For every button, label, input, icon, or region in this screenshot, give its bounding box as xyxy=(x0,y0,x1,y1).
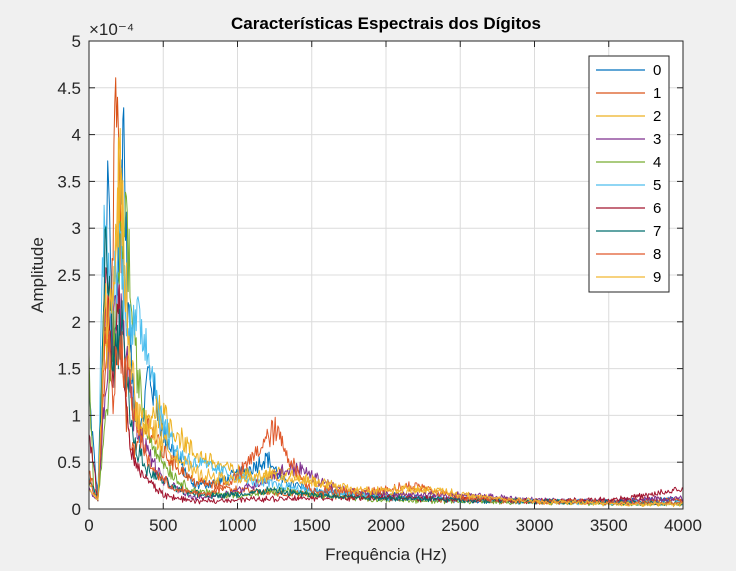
y-tick-label: 1.5 xyxy=(57,360,81,379)
chart-title: Características Espectrais dos Dígitos xyxy=(231,14,541,33)
x-tick-label: 0 xyxy=(84,516,93,535)
legend-label-1: 1 xyxy=(653,85,661,102)
tick-marks xyxy=(88,40,684,510)
y-exponent-label: ×10⁻⁴ xyxy=(89,20,134,39)
legend-label-2: 2 xyxy=(653,108,661,125)
x-tick-label: 1500 xyxy=(293,516,331,535)
x-axis-label: Frequência (Hz) xyxy=(325,545,447,564)
y-tick-label: 3 xyxy=(72,219,81,238)
y-tick-label: 2 xyxy=(72,313,81,332)
y-tick-label: 0 xyxy=(72,500,81,519)
series-line-7 xyxy=(88,226,683,507)
x-tick-label: 500 xyxy=(149,516,177,535)
legend-box xyxy=(588,55,670,293)
legend: 0 1 2 3 4 5 6 7 8 9 xyxy=(588,55,670,293)
y-tick-label: 2.5 xyxy=(57,266,81,285)
x-tick-labels: 0 500 1000 1500 2000 2500 3000 3500 4000 xyxy=(84,516,702,535)
y-tick-labels: 0 0.5 1 1.5 2 2.5 3 3.5 4 4.5 5 xyxy=(57,32,81,519)
y-tick-label: 0.5 xyxy=(57,453,81,472)
legend-label-7: 7 xyxy=(653,223,661,240)
y-tick-label: 5 xyxy=(72,32,81,51)
legend-label-6: 6 xyxy=(653,200,661,217)
y-tick-label: 4.5 xyxy=(57,79,81,98)
x-tick-label: 2500 xyxy=(441,516,479,535)
legend-label-0: 0 xyxy=(653,62,661,79)
x-tick-label: 3000 xyxy=(516,516,554,535)
legend-label-5: 5 xyxy=(653,177,661,194)
x-tick-label: 4000 xyxy=(664,516,702,535)
y-tick-label: 3.5 xyxy=(57,172,81,191)
legend-label-4: 4 xyxy=(653,154,661,171)
legend-items: 0 1 2 3 4 5 6 7 8 9 xyxy=(596,62,661,286)
legend-label-8: 8 xyxy=(653,246,661,263)
y-tick-label: 4 xyxy=(72,126,81,145)
series-line-6 xyxy=(88,267,683,505)
x-tick-label: 1000 xyxy=(219,516,257,535)
y-tick-label: 1 xyxy=(72,406,81,425)
y-axis-label: Amplitude xyxy=(28,237,47,313)
series-line-8 xyxy=(88,294,683,506)
x-tick-label: 3500 xyxy=(590,516,628,535)
series-lines xyxy=(88,77,683,508)
series-line-9 xyxy=(88,128,683,508)
legend-label-9: 9 xyxy=(653,269,661,286)
x-tick-label: 2000 xyxy=(367,516,405,535)
legend-label-3: 3 xyxy=(653,131,661,148)
